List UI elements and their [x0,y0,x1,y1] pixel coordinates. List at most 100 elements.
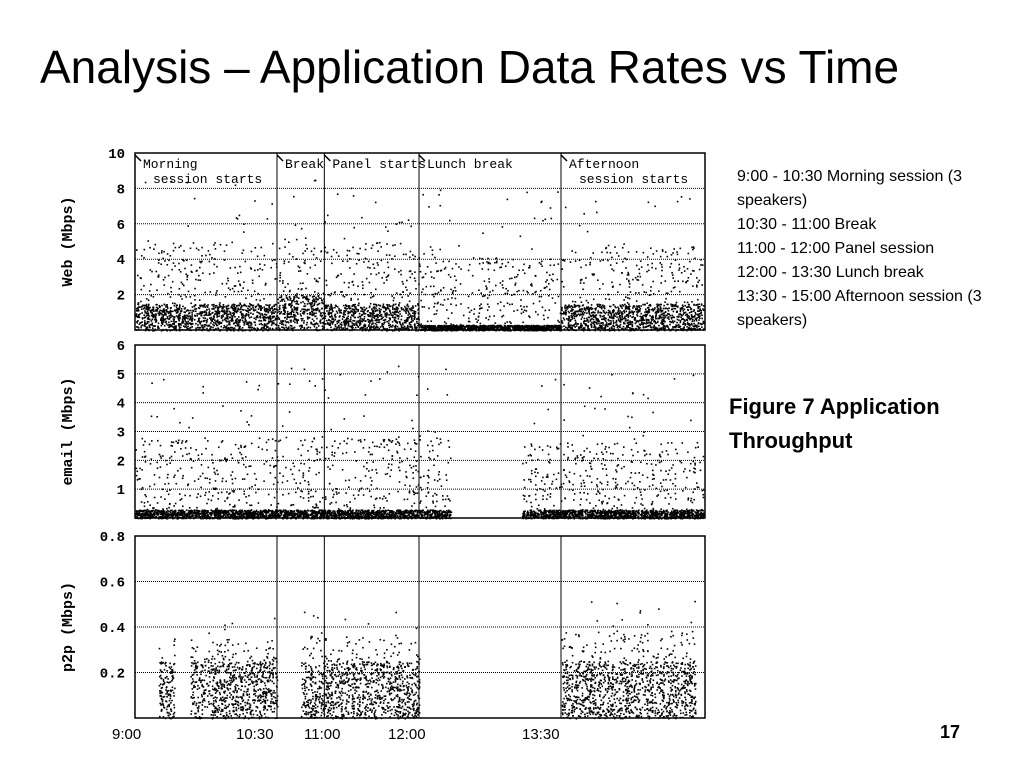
scatter-point [199,321,202,323]
scatter-point [678,326,681,329]
scatter-point [157,322,160,325]
scatter-point [230,329,232,332]
scatter-point [387,274,390,276]
scatter-point [302,317,304,320]
scatter-point [343,316,345,318]
scatter-point [547,324,550,327]
scatter-point [583,312,586,314]
scatter-point [553,324,556,327]
scatter-point [336,193,339,195]
scatter-point [236,320,238,323]
scatter-point [605,320,607,322]
scatter-point [688,315,691,318]
scatter-point [243,304,245,307]
scatter-point [637,320,639,322]
scatter-point [280,323,283,325]
scatter-point [478,262,481,265]
scatter-point [315,280,318,283]
scatter-point [360,314,363,316]
scatter-point [540,295,543,298]
scatter-point [596,303,598,306]
scatter-point [229,326,232,329]
scatter-point [280,296,283,299]
scatter-point [541,265,543,267]
scatter-point [636,329,639,331]
scatter-point [158,310,161,313]
scatter-point [538,300,541,303]
scatter-point [696,284,698,287]
scatter-point [597,310,599,312]
scatter-point [558,324,560,327]
scatter-point [396,322,398,324]
scatter-point [480,303,482,305]
scatter-point [303,322,305,324]
scatter-point [626,327,628,329]
scatter-point [579,310,582,313]
scatter-point [626,322,629,324]
scatter-point [641,329,643,332]
scatter-point [603,317,605,319]
scatter-point [249,309,251,312]
scatter-point [689,260,691,263]
scatter-point [629,320,631,322]
scatter-point [605,311,608,314]
scatter-point [282,290,285,292]
scatter-point [654,322,657,324]
scatter-point [277,316,280,319]
scatter-point [255,305,258,307]
scatter-point [596,327,599,330]
scatter-point [609,305,611,308]
scatter-point [136,315,138,318]
scatter-point [633,328,635,330]
scatter-point [362,287,364,290]
scatter-point [351,311,354,313]
scatter-point [279,280,281,282]
scatter-point [437,270,439,272]
scatter-point [696,328,698,330]
scatter-point [237,328,240,331]
scatter-point [220,315,223,317]
scatter-point [473,308,476,310]
scatter-point [646,270,648,273]
scatter-point [520,312,523,315]
scatter-point [230,315,233,317]
scatter-point [374,322,377,325]
scatter-point [259,305,262,307]
scatter-point [262,316,264,319]
scatter-point [463,326,466,328]
scatter-point [521,327,524,329]
scatter-point [406,307,408,310]
scatter-point [324,250,326,253]
scatter-point [171,280,174,283]
scatter-point [467,324,469,327]
scatter-point [250,308,252,310]
scatter-point [244,319,247,321]
scatter-point [506,198,509,201]
scatter-point [233,307,236,310]
scatter-point [234,266,236,269]
scatter-point [659,306,662,308]
scatter-point [521,328,524,331]
scatter-point [436,328,438,330]
scatter-point [607,328,610,331]
scatter-point [447,327,449,330]
scatter-point [227,315,229,318]
scatter-point [701,264,704,266]
scatter-point [335,327,338,330]
scatter-point [254,269,256,272]
scatter-point [684,323,687,325]
scatter-point [367,314,369,316]
scatter-point [548,309,551,311]
scatter-point [666,255,669,258]
scatter-point [287,261,290,263]
scatter-point [345,328,347,330]
scatter-point [303,328,306,330]
scatter-point [619,315,622,317]
scatter-point [416,320,418,323]
scatter-point [439,303,442,306]
scatter-point [456,327,458,329]
scatter-point [508,325,511,327]
scatter-point [324,306,327,308]
scatter-point [698,310,701,312]
scatter-point [527,326,529,329]
